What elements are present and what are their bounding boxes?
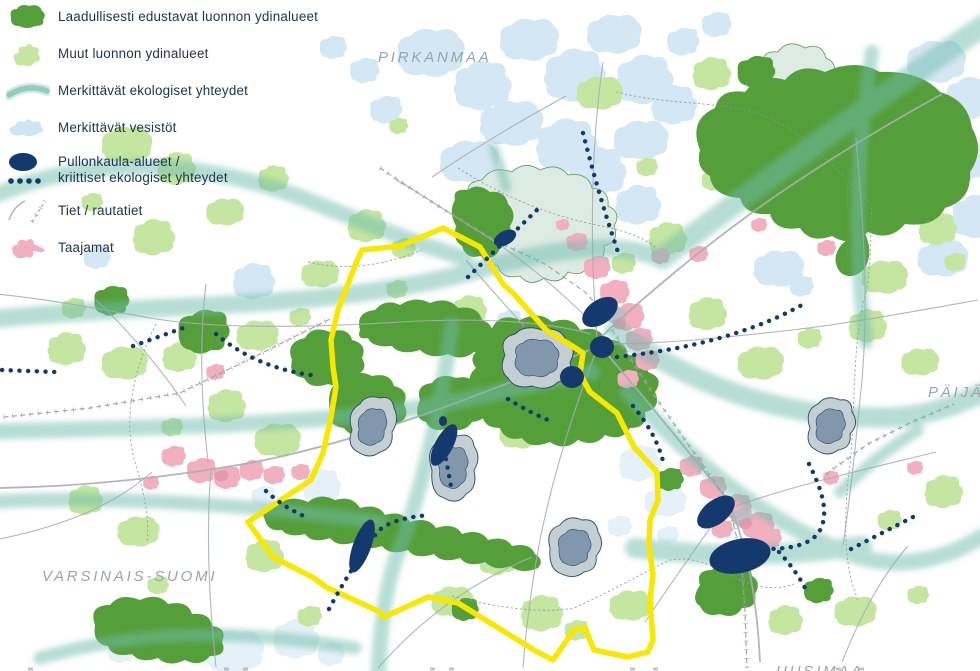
urban-area-icon [12, 239, 45, 259]
legend-item-roads-rail: Tiet / rautatiet [6, 196, 358, 226]
legend-label-line1: Pullonkaula-alueet / [58, 154, 180, 170]
scale-bar-remnant [28, 667, 864, 671]
legend-label: Merkittävät ekologiset yhteydet [58, 83, 249, 99]
roads-railways-icon [8, 199, 48, 224]
legend-label: Merkittävät vesistöt [58, 120, 177, 136]
legend-label: Muut luonnon ydinalueet [58, 46, 209, 62]
corridor-band-icon [6, 82, 50, 100]
water-area-icon [9, 119, 44, 137]
light-green-area-icon [13, 44, 40, 66]
critical-connections [0, 130, 916, 612]
legend-item-other-core: Muut luonnon ydinalueet [6, 39, 358, 69]
region-label-paijat-hame: PÄIJÄT- [928, 384, 980, 401]
legend-label-line2: kriittiset ekologiset yhteydet [58, 170, 228, 185]
dark-green-area-icon [10, 5, 45, 28]
region-label-varsinais-suomi: VARSINAIS-SUOMI [42, 568, 217, 585]
legend-item-water: Merkittävät vesistöt [6, 113, 358, 143]
legend-label: Pullonkaula-alueet / kriittiset ekologis… [58, 154, 358, 186]
legend-label: Laadullisesti edustavat luonnon ydinalue… [58, 9, 319, 25]
legend-label: Tiet / rautatiet [58, 203, 143, 219]
legend-item-eco-connection: Merkittävät ekologiset yhteydet [6, 76, 358, 106]
bottleneck-areas [349, 229, 771, 574]
legend-item-bottleneck: Pullonkaula-alueet / kriittiset ekologis… [6, 150, 358, 190]
region-labels: PIRKANMAA PÄIJÄT- VARSINAIS-SUOMI UUSIMA… [42, 49, 980, 671]
bottleneck-icon [8, 153, 41, 184]
region-label-pirkanmaa: PIRKANMAA [378, 49, 492, 66]
region-label-uusimaa: UUSIMAA [776, 663, 864, 671]
legend-item-urban: Taajamat [6, 233, 358, 263]
legend-item-quality-core: Laadullisesti edustavat luonnon ydinalue… [6, 2, 358, 32]
map-legend: Laadullisesti edustavat luonnon ydinalue… [6, 2, 358, 270]
legend-label: Taajamat [58, 240, 114, 256]
